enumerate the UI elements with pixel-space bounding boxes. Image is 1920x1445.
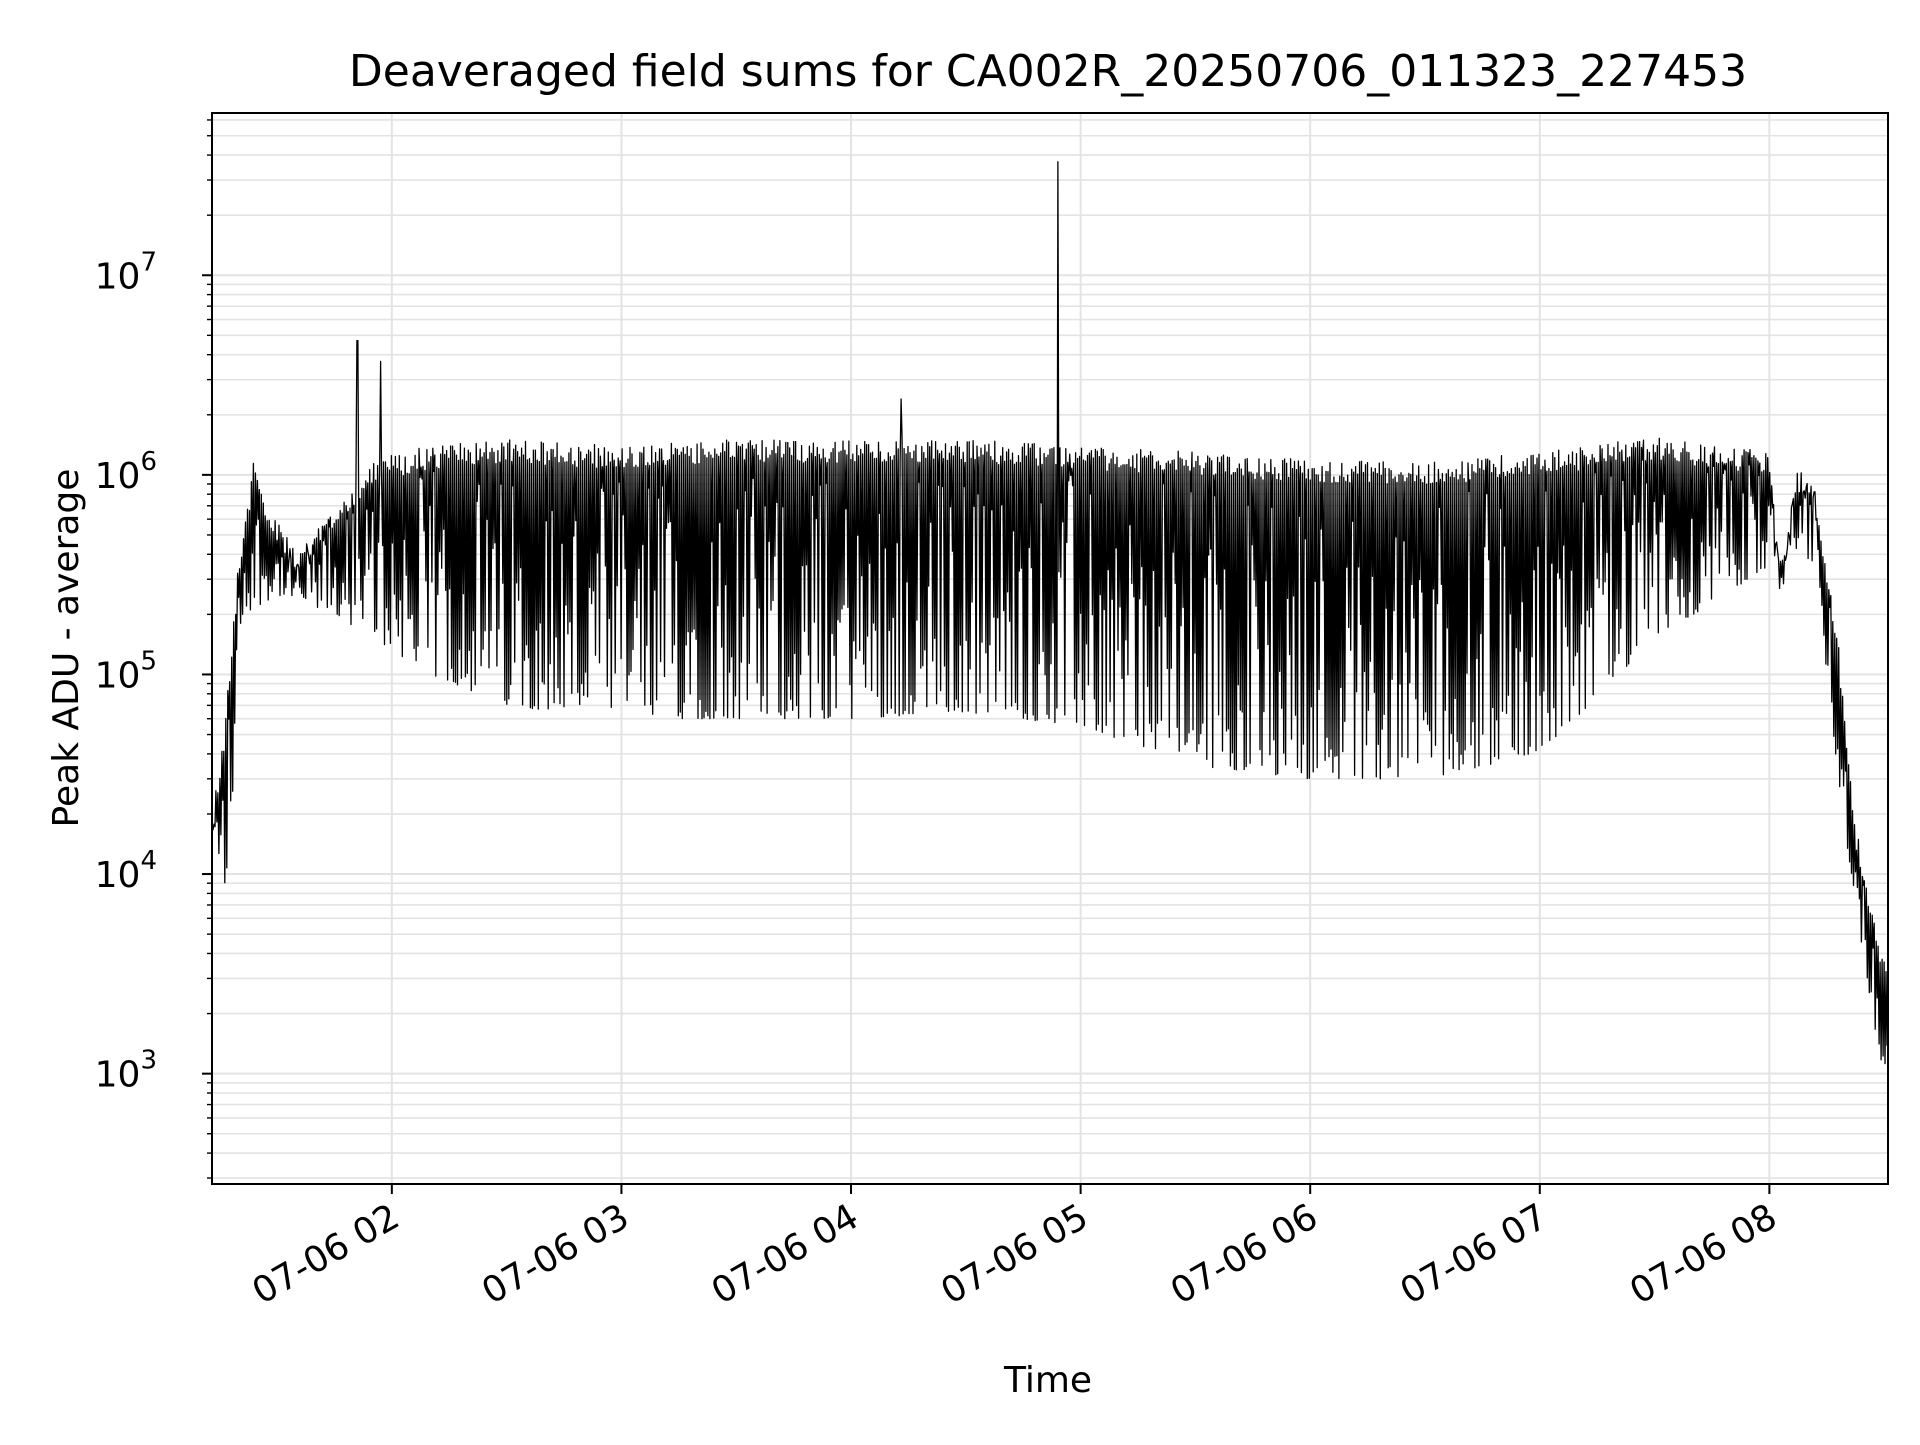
chart-title: Deaveraged field sums for CA002R_2025070… [349,46,1747,97]
y-tick-label: 105 [95,646,157,696]
y-tick-base: 10 [95,855,141,896]
y-tick-base: 10 [95,456,141,497]
plot-frame [211,112,1889,1185]
y-tick-base: 10 [95,256,141,297]
y-tick-exponent: 5 [140,646,157,676]
y-tick-base: 10 [95,1055,141,1096]
series-line [212,161,1889,1065]
y-tick-exponent: 3 [140,1046,157,1076]
y-tick-base: 10 [95,655,141,696]
y-tick-exponent: 7 [140,247,157,277]
y-tick-label: 103 [95,1046,157,1096]
y-tick-label: 107 [95,247,157,297]
y-axis-label: Peak ADU - average [46,469,87,828]
series-layer [212,161,1889,1065]
y-tick-exponent: 4 [140,846,157,876]
y-tick-exponent: 6 [140,447,157,477]
x-axis-label: Time [1003,1360,1092,1401]
y-tick-label: 106 [95,447,157,497]
y-tick-label: 104 [95,846,157,896]
grid-layer [212,113,1888,1184]
